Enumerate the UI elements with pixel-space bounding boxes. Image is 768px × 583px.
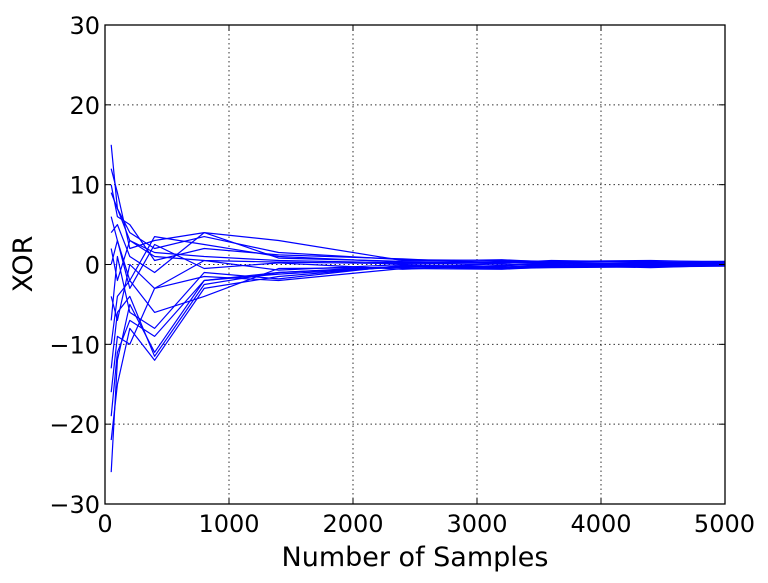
- series-line-14: [110, 239, 726, 289]
- x-tick-label-4: 4000: [570, 510, 631, 538]
- series-line-6: [110, 216, 726, 282]
- x-tick-label-1: 1000: [198, 510, 259, 538]
- y-axis-label: XOR: [8, 236, 39, 293]
- x-tick-label-2: 2000: [322, 510, 383, 538]
- x-tick-label-3: 3000: [446, 510, 507, 538]
- x-tick-label-0: 0: [97, 510, 112, 538]
- x-tick-label-5: 5000: [694, 510, 755, 538]
- x-tick-labels: 0 1000 2000 3000 4000 5000: [97, 510, 755, 538]
- series-line-15: [110, 264, 726, 417]
- y-tick-label-2: −10: [49, 331, 100, 359]
- series-line-8: [110, 224, 725, 274]
- tick-marks: [104, 24, 726, 505]
- series-group: [110, 144, 726, 473]
- y-tick-labels: −30 −20 −10 0 10 20 30: [49, 12, 100, 519]
- y-tick-label-3: 0: [85, 252, 100, 280]
- series-line-12: [110, 184, 726, 266]
- y-tick-label-5: 20: [69, 92, 100, 120]
- y-tick-label-4: 10: [69, 172, 100, 200]
- y-tick-label-6: 30: [69, 12, 100, 40]
- y-tick-label-0: −30: [49, 491, 100, 519]
- x-axis-label: Number of Samples: [282, 542, 549, 573]
- y-tick-label-1: −20: [49, 411, 100, 439]
